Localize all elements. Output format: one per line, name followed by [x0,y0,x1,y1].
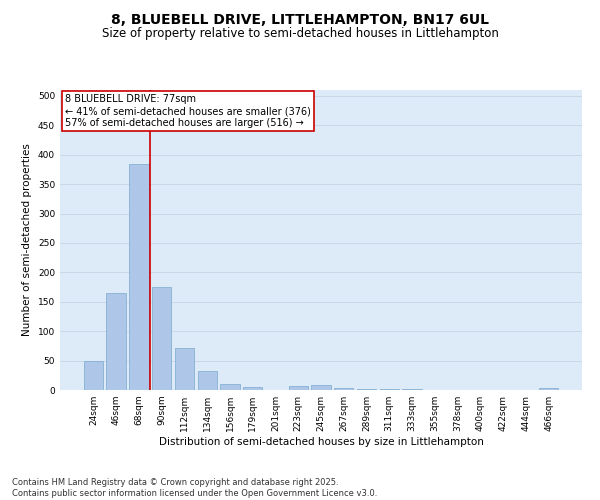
Bar [175,348,194,390]
Text: Size of property relative to semi-detached houses in Littlehampton: Size of property relative to semi-detach… [101,28,499,40]
Bar [152,287,172,390]
Bar [289,386,308,390]
Y-axis label: Number of semi-detached properties: Number of semi-detached properties [22,144,32,336]
Bar [539,388,558,390]
Bar [243,387,262,390]
Bar [220,384,239,390]
Bar [197,371,217,390]
Text: Contains HM Land Registry data © Crown copyright and database right 2025.
Contai: Contains HM Land Registry data © Crown c… [12,478,377,498]
Text: 8, BLUEBELL DRIVE, LITTLEHAMPTON, BN17 6UL: 8, BLUEBELL DRIVE, LITTLEHAMPTON, BN17 6… [111,12,489,26]
Bar [357,389,376,390]
Bar [84,360,103,390]
X-axis label: Distribution of semi-detached houses by size in Littlehampton: Distribution of semi-detached houses by … [158,437,484,447]
Text: 8 BLUEBELL DRIVE: 77sqm
← 41% of semi-detached houses are smaller (376)
57% of s: 8 BLUEBELL DRIVE: 77sqm ← 41% of semi-de… [65,94,311,128]
Bar [129,164,149,390]
Bar [106,293,126,390]
Bar [311,386,331,390]
Bar [334,388,353,390]
